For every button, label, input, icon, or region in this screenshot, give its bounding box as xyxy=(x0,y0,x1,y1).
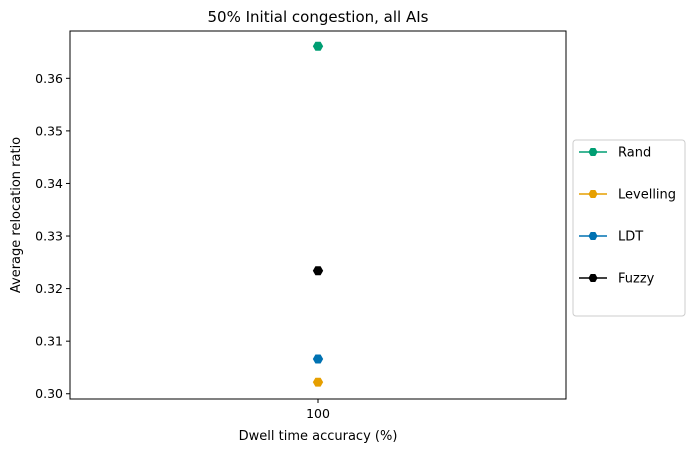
x-tick-label: 100 xyxy=(306,406,330,421)
y-axis-label: Average relocation ratio xyxy=(9,137,24,293)
legend: Rand Levelling LDT Fuzzy xyxy=(572,139,686,317)
data-point-levelling xyxy=(312,377,324,387)
y-tick-label: 0.34 xyxy=(35,176,63,191)
plot-frame xyxy=(69,30,567,400)
data-point-fuzzy xyxy=(312,266,324,276)
y-tick-label: 0.30 xyxy=(35,386,63,401)
y-tick-label: 0.36 xyxy=(35,71,63,86)
x-axis-label: Dwell time accuracy (%) xyxy=(239,429,398,444)
legend-label-levelling: Levelling xyxy=(618,188,676,203)
legend-label-ldt: LDT xyxy=(618,230,643,245)
legend-label-rand: Rand xyxy=(618,146,651,161)
legend-marker-ldt xyxy=(588,232,598,240)
legend-label-fuzzy: Fuzzy xyxy=(618,272,655,287)
y-tick-label: 0.35 xyxy=(35,123,63,138)
legend-marker-rand xyxy=(588,148,598,156)
data-point-ldt xyxy=(312,354,324,364)
y-tick-label: 0.32 xyxy=(35,281,63,296)
y-tick-label: 0.31 xyxy=(35,334,63,349)
legend-marker-levelling xyxy=(588,190,598,198)
legend-box xyxy=(572,139,686,317)
chart-title: 50% Initial congestion, all AIs xyxy=(208,8,429,26)
legend-marker-fuzzy xyxy=(588,274,598,282)
plot-area: 0.30 0.31 0.32 0.33 0.34 0.35 0.36 100 xyxy=(35,30,567,421)
data-point-rand xyxy=(312,41,324,51)
y-tick-label: 0.33 xyxy=(35,229,63,244)
